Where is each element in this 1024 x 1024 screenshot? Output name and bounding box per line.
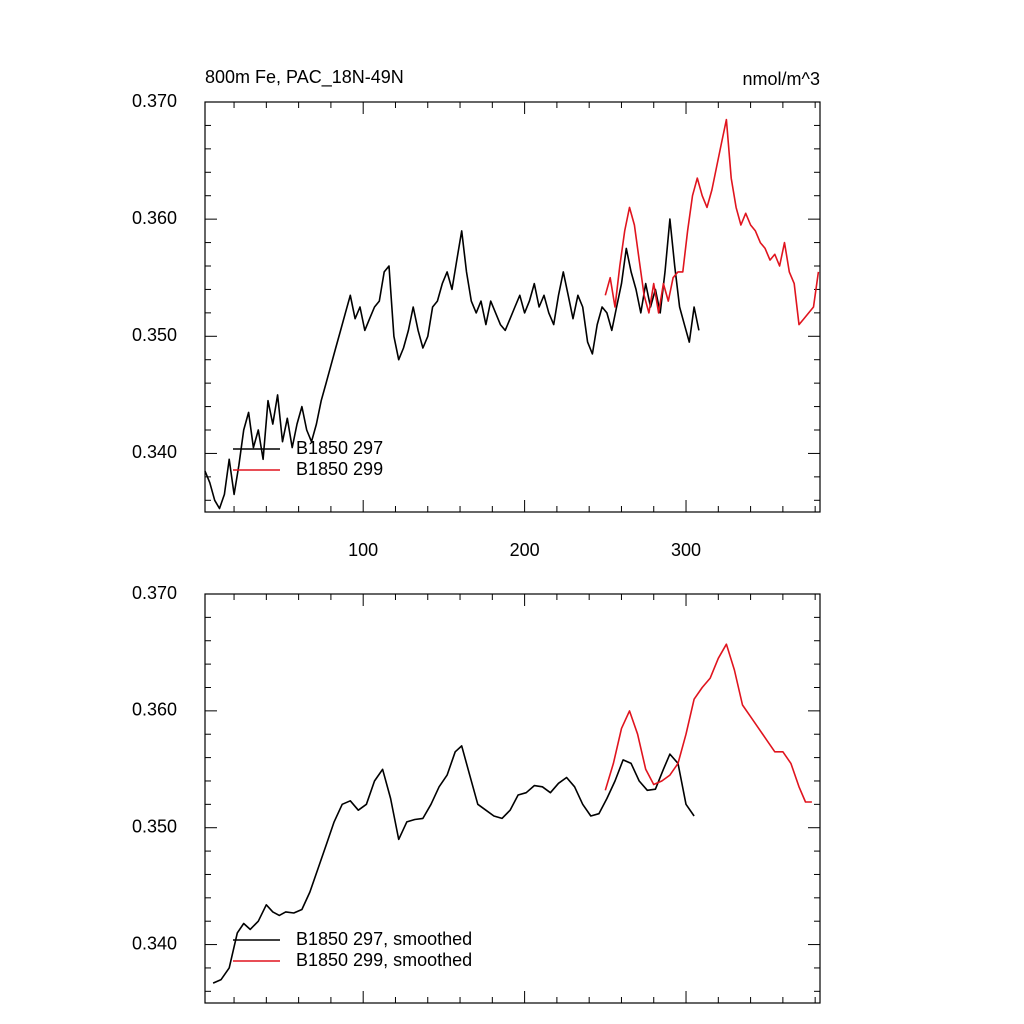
legend-label: B1850 299 [296,459,383,479]
y-tick-label: 0.360 [132,208,177,228]
y-tick-label: 0.350 [132,325,177,345]
series-line [604,643,812,803]
units-label: nmol/m^3 [743,69,820,89]
legend-label: B1850 297 [296,438,383,458]
series-line [212,745,695,984]
y-tick-label: 0.350 [132,816,177,836]
x-tick-label: 300 [671,540,701,560]
y-tick-label: 0.370 [132,91,177,111]
legend-label: B1850 299, smoothed [296,950,472,970]
y-tick-label: 0.340 [132,442,177,462]
x-tick-label: 200 [510,540,540,560]
series-line [604,118,820,326]
y-tick-label: 0.370 [132,583,177,603]
x-tick-label: 100 [348,540,378,560]
y-tick-label: 0.360 [132,700,177,720]
plot-frame [204,593,821,1004]
plot-frame [204,101,821,513]
series-line [204,218,700,510]
chart-title: 800m Fe, PAC_18N-49N [205,67,404,88]
legend-label: B1850 297, smoothed [296,929,472,949]
y-tick-label: 0.340 [132,933,177,953]
